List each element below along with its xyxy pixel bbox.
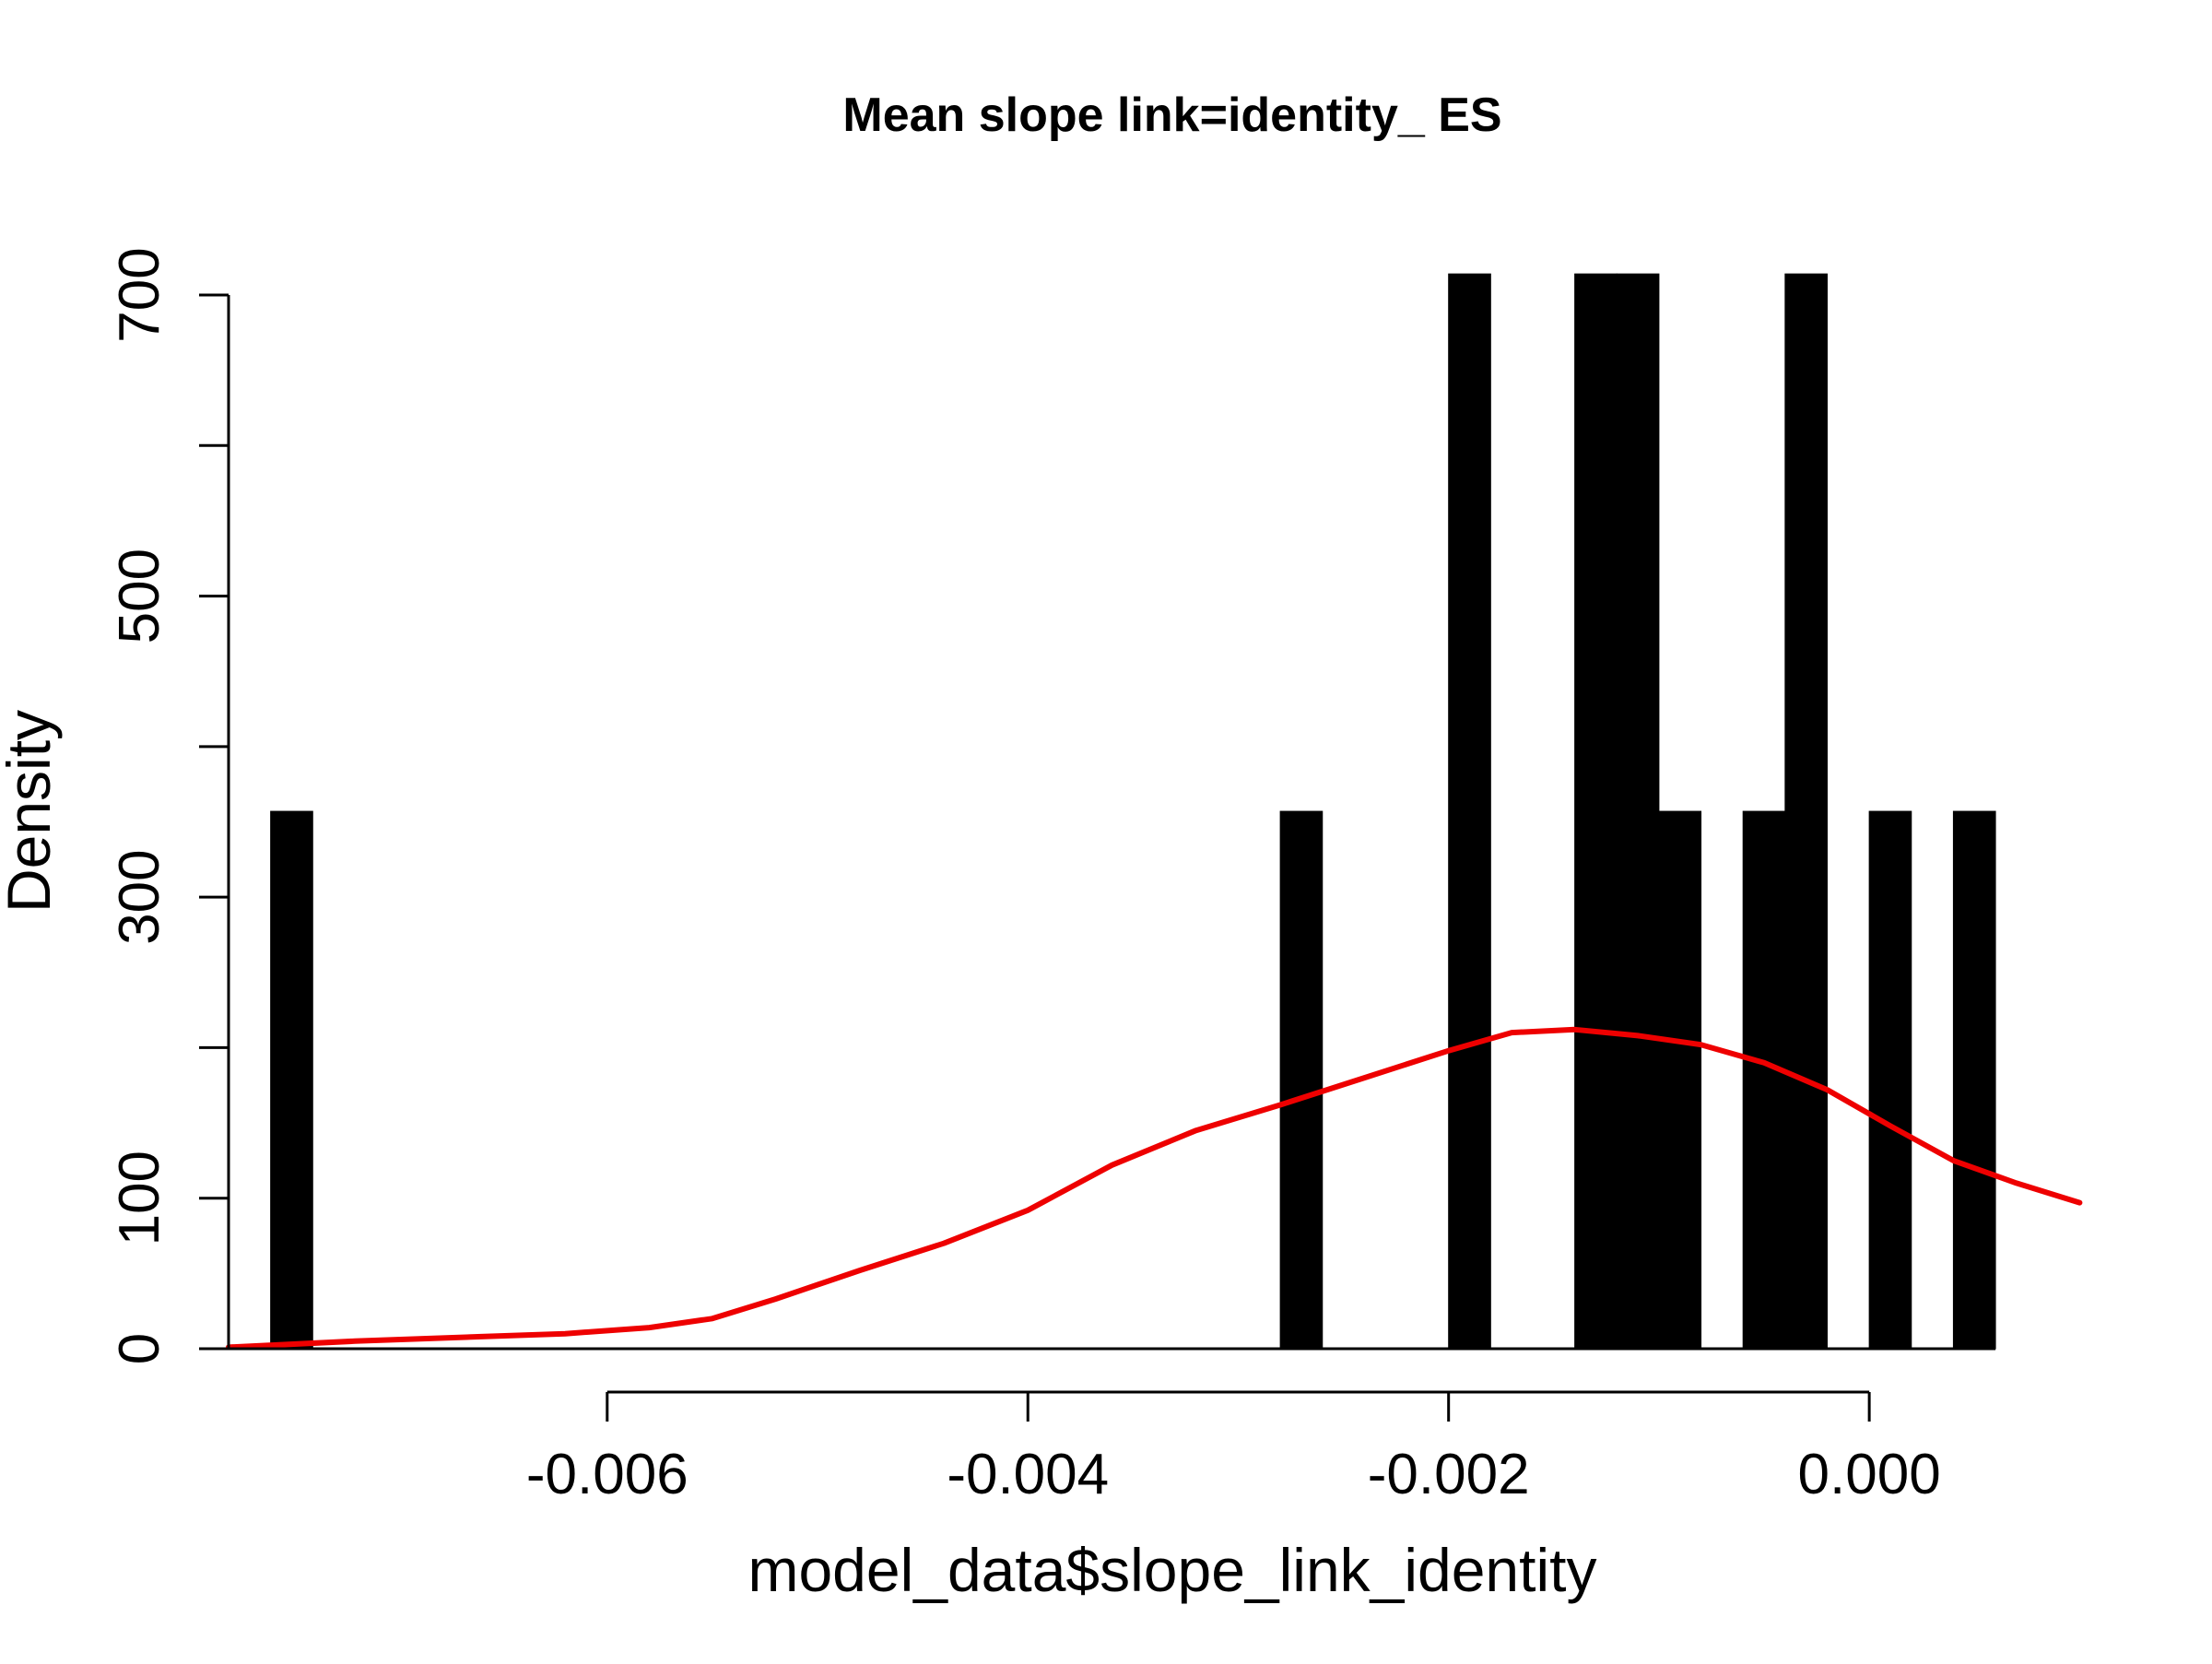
histogram-bar-4 [1616,273,1660,1350]
x-tick-label-0: -0.006 [526,1443,688,1506]
axes: -0.006 -0.004 -0.002 0.000 0 100 300 500 700 [108,247,1996,1506]
x-tick-label-1: -0.004 [947,1443,1109,1506]
histogram-bar-0 [270,810,313,1350]
histogram-bars [270,273,1996,1350]
histogram-bar-6 [1742,810,1786,1350]
histogram-bar-2 [1448,273,1491,1350]
chart-title: Mean slope link=identity_ ES [842,89,1501,142]
histogram-bar-5 [1658,810,1702,1350]
histogram-bar-1 [1279,810,1324,1350]
histogram-bar-9 [1952,810,1996,1350]
y-tick-label-7: 700 [108,247,171,342]
histogram-bar-7 [1784,273,1828,1350]
density-curve-layer [226,1026,2083,1351]
x-tick-label-2: -0.002 [1368,1443,1530,1506]
histogram-bar-8 [1868,810,1912,1350]
y-tick-label-0: 0 [108,1333,171,1364]
y-tick-label-5: 500 [108,549,171,643]
histogram-bar-3 [1574,273,1618,1350]
y-tick-label-3: 300 [108,849,171,944]
x-tick-label-3: 0.000 [1798,1443,1941,1506]
y-axis-title: Density [0,710,63,913]
y-tick-label-1: 100 [108,1151,171,1245]
x-axis-title: model_data$slope_link_identity [748,1536,1597,1604]
density-curve [226,1026,2083,1351]
